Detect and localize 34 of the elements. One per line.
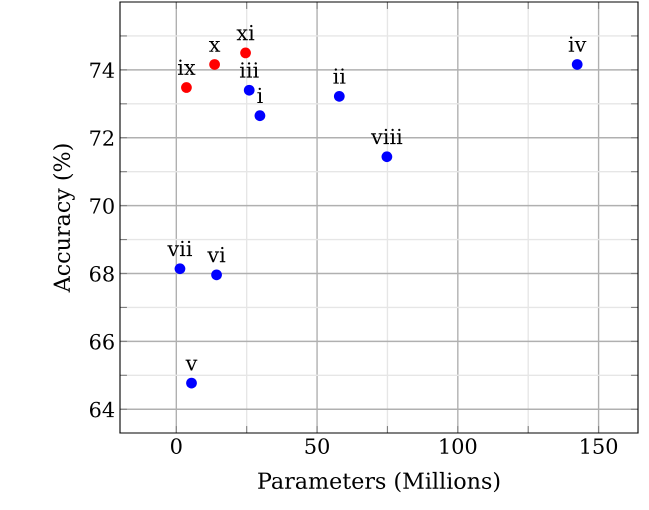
annotation: vii xyxy=(167,240,192,256)
x-tick-label: 100 xyxy=(440,438,476,454)
point xyxy=(240,48,251,58)
y-tick-label: 74 xyxy=(90,62,114,78)
y-tick-label: 68 xyxy=(90,266,114,282)
annotation: v xyxy=(186,360,198,370)
x-axis-title: Parameters (Millions) xyxy=(258,472,500,492)
point xyxy=(181,82,192,93)
annotation: xi xyxy=(236,24,254,40)
annotation: i xyxy=(257,88,263,104)
y-tick-label: 66 xyxy=(90,334,114,350)
point xyxy=(186,378,197,388)
y-axis-title: Accuracy (%) xyxy=(52,144,75,292)
y-tick-label: 70 xyxy=(90,198,114,214)
x-tick-label: 0 xyxy=(171,438,182,454)
annotation: ix xyxy=(178,60,196,75)
point xyxy=(334,90,345,102)
annotation: ii xyxy=(333,68,346,84)
point xyxy=(244,84,255,96)
y-tick-label: 64 xyxy=(90,402,114,418)
point xyxy=(382,151,392,162)
y-tick-label: 72 xyxy=(90,130,114,146)
annotation: vi xyxy=(207,246,226,262)
point xyxy=(572,59,583,70)
annotation: iv xyxy=(568,36,586,52)
annotation: viii xyxy=(370,128,402,144)
x-tick-label: 50 xyxy=(306,438,329,454)
annotation: x xyxy=(208,40,220,52)
point xyxy=(174,263,186,274)
point xyxy=(211,269,222,280)
point xyxy=(209,59,220,70)
x-tick-label: 150 xyxy=(581,438,618,454)
point xyxy=(254,110,266,122)
annotation: iii xyxy=(240,62,259,78)
